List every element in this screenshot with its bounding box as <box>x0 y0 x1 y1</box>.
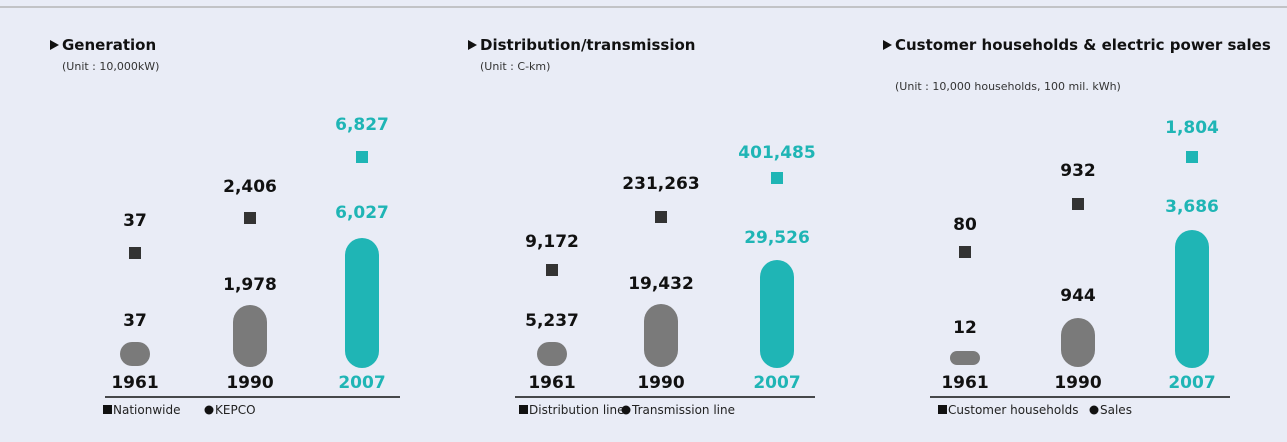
top-value: 1,804 <box>1165 118 1219 138</box>
top-square <box>1186 151 1198 163</box>
top-square <box>1072 198 1084 210</box>
pill-bar <box>644 304 678 367</box>
top-square <box>244 212 256 224</box>
panel-title: Generation <box>62 36 156 54</box>
pill-bar <box>345 238 379 368</box>
top-square <box>356 151 368 163</box>
legend-label: Sales <box>1100 403 1132 417</box>
year-label: 1961 <box>528 373 575 393</box>
bottom-value: 3,686 <box>1165 197 1219 217</box>
year-label: 1961 <box>941 373 988 393</box>
year-label: 2007 <box>338 373 385 393</box>
year-label: 2007 <box>753 373 800 393</box>
unit-label: (Unit : C-km) <box>480 60 550 73</box>
top-value: 231,263 <box>622 174 699 194</box>
panel-title: Distribution/transmission <box>480 36 695 54</box>
top-square <box>129 247 141 259</box>
legend-label: Nationwide <box>113 403 180 417</box>
legend-label: Customer households <box>948 403 1078 417</box>
top-square <box>546 264 558 276</box>
bottom-value: 6,027 <box>335 203 389 223</box>
top-value: 37 <box>123 211 147 231</box>
legend-label: Distribution line <box>529 403 624 417</box>
bottom-value: 5,237 <box>525 311 579 331</box>
legend-square <box>938 405 947 414</box>
legend-dot <box>1089 405 1099 415</box>
legend-square <box>103 405 112 414</box>
bottom-value: 29,526 <box>744 228 810 248</box>
title-arrow <box>883 40 892 50</box>
panel-title: Customer households & electric power sal… <box>895 36 1271 54</box>
pill-bar <box>1175 230 1209 368</box>
bottom-value: 37 <box>123 311 147 331</box>
pill-bar <box>537 342 567 366</box>
top-value: 6,827 <box>335 115 389 135</box>
title-arrow <box>468 40 477 50</box>
pill-bar <box>1061 318 1095 367</box>
legend-dot <box>621 405 631 415</box>
legend-dot <box>204 405 214 415</box>
bottom-value: 19,432 <box>628 274 694 294</box>
top-value: 932 <box>1060 161 1096 181</box>
top-value: 80 <box>953 215 977 235</box>
title-arrow <box>50 40 59 50</box>
top-square <box>959 246 971 258</box>
bottom-value: 12 <box>953 318 977 338</box>
top-value: 2,406 <box>223 177 277 197</box>
pill-bar <box>950 351 980 365</box>
pill-bar <box>233 305 267 367</box>
year-label: 2007 <box>1168 373 1215 393</box>
year-label: 1990 <box>226 373 273 393</box>
year-label: 1990 <box>1054 373 1101 393</box>
bottom-value: 1,978 <box>223 275 277 295</box>
top-value: 401,485 <box>738 143 815 163</box>
legend-square <box>519 405 528 414</box>
top-square <box>655 211 667 223</box>
bottom-value: 944 <box>1060 286 1096 306</box>
legend-label: KEPCO <box>215 403 256 417</box>
unit-label: (Unit : 10,000kW) <box>62 60 159 73</box>
year-label: 1961 <box>111 373 158 393</box>
year-label: 1990 <box>637 373 684 393</box>
top-value: 9,172 <box>525 232 579 252</box>
top-square <box>771 172 783 184</box>
pill-bar <box>120 342 150 366</box>
unit-label: (Unit : 10,000 households, 100 mil. kWh) <box>895 80 1121 93</box>
pill-bar <box>760 260 794 368</box>
legend-label: Transmission line <box>631 403 735 417</box>
